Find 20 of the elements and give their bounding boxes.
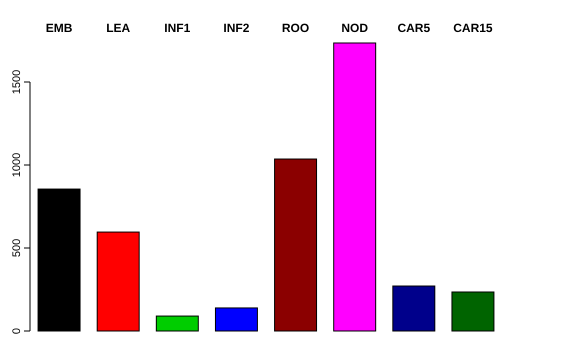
x-tick-label: NOD [341, 21, 368, 35]
bar [274, 158, 318, 332]
x-tick-label: LEA [106, 21, 131, 35]
x-tick-label: INF2 [223, 21, 250, 35]
bar [214, 307, 258, 332]
x-tick-label: CAR15 [453, 21, 493, 35]
bar [38, 188, 81, 332]
bar [96, 232, 140, 332]
y-tick-label: 1000 [11, 152, 23, 178]
bar [333, 42, 376, 332]
bar [156, 316, 199, 332]
y-tick-label: 1500 [11, 70, 23, 94]
x-tick-label: ROO [282, 21, 310, 35]
bar [392, 286, 436, 332]
y-tick-label: 500 [11, 238, 23, 258]
x-tick-label: EMB [46, 21, 73, 35]
x-tick-label: INF1 [164, 21, 191, 35]
bar [451, 291, 494, 332]
y-tick-label: 0 [11, 328, 23, 334]
x-tick-label: CAR5 [397, 21, 430, 35]
